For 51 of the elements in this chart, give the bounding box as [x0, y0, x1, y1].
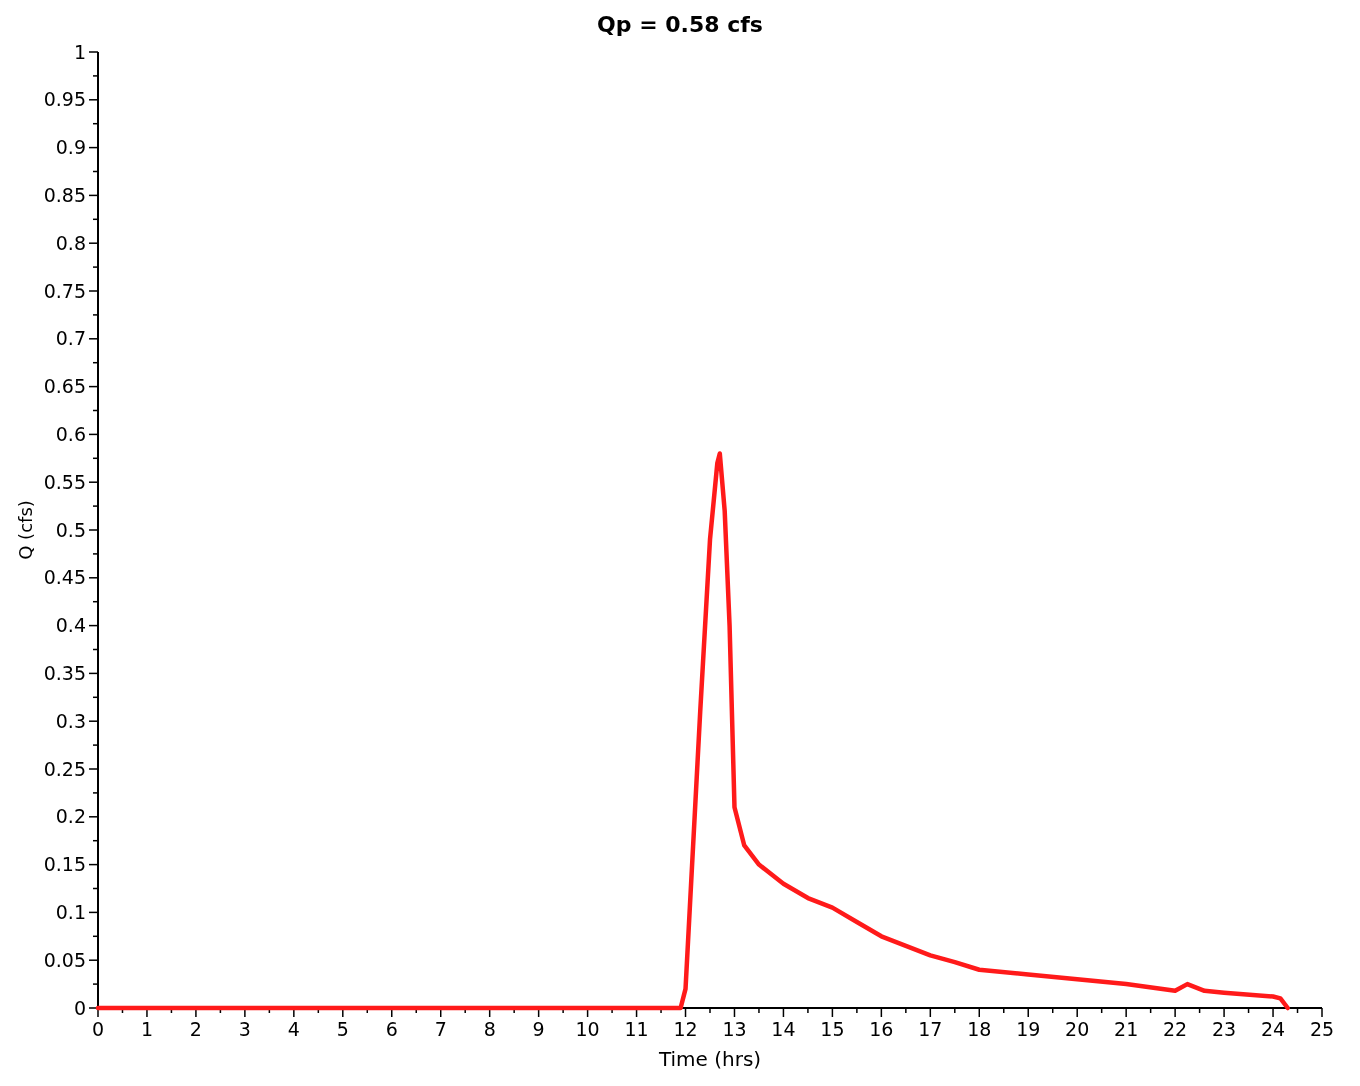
x-tick-label: 1	[140, 1018, 154, 1040]
y-tick-label: 0.8	[55, 231, 86, 254]
x-tick-label: 19	[1016, 1018, 1041, 1040]
x-tick-label: 15	[820, 1018, 845, 1040]
y-tick-label: 0.85	[43, 184, 86, 207]
x-tick-label: 24	[1260, 1018, 1286, 1040]
y-tick-label: 0.1	[55, 901, 86, 924]
x-tick-label: 16	[869, 1018, 894, 1040]
x-tick-label: 22	[1163, 1018, 1188, 1040]
x-tick-label: 18	[967, 1018, 992, 1040]
y-tick-label: 0.65	[43, 375, 86, 398]
y-tick-label: 0.15	[43, 853, 86, 876]
y-tick-label: 0.4	[55, 614, 86, 637]
x-tick-label: 4	[287, 1018, 300, 1040]
x-tick-label: 25	[1309, 1018, 1335, 1040]
x-tick-label: 21	[1114, 1018, 1139, 1040]
x-tick-label: 0	[91, 1018, 105, 1040]
x-tick-label: 9	[532, 1018, 545, 1040]
y-tick-label: 0.05	[43, 948, 86, 971]
y-tick-label: 0.9	[55, 136, 86, 159]
y-tick-label: 0.75	[43, 279, 86, 302]
x-tick-label: 2	[189, 1018, 202, 1040]
y-tick-label: 0.25	[43, 757, 86, 780]
x-tick-label: 7	[434, 1018, 447, 1040]
y-tick-label: 1	[73, 40, 86, 63]
x-tick-label: 13	[722, 1018, 747, 1040]
y-tick-label: 0	[73, 996, 86, 1019]
x-tick-label: 3	[238, 1018, 251, 1040]
y-tick-label: 0.7	[55, 327, 86, 350]
line-series	[95, 451, 1290, 1011]
y-tick-label: 0.2	[55, 805, 86, 828]
x-tick-label: 6	[385, 1018, 398, 1040]
y-axis-title: Q (cfs)	[15, 500, 36, 560]
x-tick-label: 23	[1211, 1018, 1237, 1040]
y-tick-label: 0.55	[43, 470, 86, 493]
x-axis-title: Time (hrs)	[657, 1047, 762, 1071]
y-tick-label: 0.5	[55, 518, 86, 541]
x-tick-label: 12	[673, 1018, 698, 1040]
x-tick-label: 14	[771, 1018, 796, 1040]
y-tick-label: 0.95	[43, 88, 86, 111]
y-tick-label: 0.35	[43, 662, 86, 685]
y-tick-label: 0.3	[55, 709, 86, 732]
x-tick-label: 20	[1065, 1018, 1090, 1040]
y-tick-label: 0.6	[55, 423, 86, 446]
x-tick-label: 8	[483, 1018, 496, 1040]
x-tick-label: 17	[918, 1018, 943, 1040]
x-tick-label: 11	[624, 1018, 649, 1040]
chart-title: Qp = 0.58 cfs	[597, 12, 763, 37]
x-tick-label: 5	[336, 1018, 349, 1040]
x-tick-label: 10	[575, 1018, 600, 1040]
y-tick-label: 0.45	[43, 566, 86, 589]
